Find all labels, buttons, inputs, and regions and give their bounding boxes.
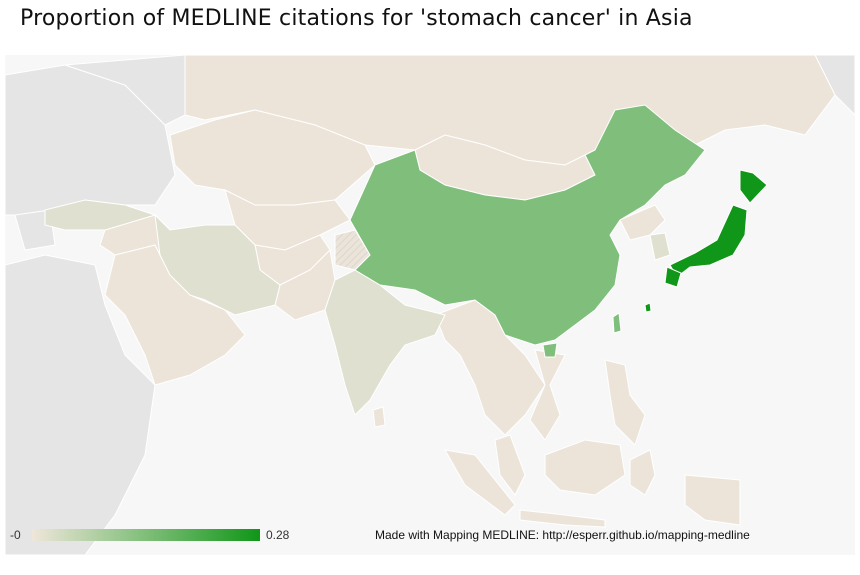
- region-japan-okinawa[interactable]: [644, 302, 652, 313]
- region-sri-lanka[interactable]: [372, 406, 386, 428]
- map-area[interactable]: [5, 55, 855, 555]
- region-turkey[interactable]: [44, 199, 157, 231]
- region-sumatra[interactable]: [444, 449, 516, 516]
- region-sulawesi[interactable]: [629, 449, 656, 496]
- region-borneo[interactable]: [544, 439, 626, 496]
- choropleth-map[interactable]: [5, 55, 855, 555]
- map-title: Proportion of MEDLINE citations for 'sto…: [20, 6, 693, 31]
- region-south-korea[interactable]: [649, 232, 671, 261]
- region-java[interactable]: [519, 509, 606, 528]
- no-data-regions: [5, 55, 855, 555]
- region-malaysia[interactable]: [494, 434, 526, 496]
- region-japan-hokkaido[interactable]: [739, 169, 768, 204]
- region-russia-west[interactable]: [64, 55, 186, 126]
- legend-min-label: -0: [10, 528, 21, 542]
- region-new-guinea[interactable]: [684, 474, 741, 526]
- region-taiwan[interactable]: [612, 312, 622, 334]
- region-japan-kyushu[interactable]: [664, 266, 682, 288]
- legend-color-ramp: [32, 529, 260, 541]
- region-china[interactable]: [349, 104, 706, 346]
- region-japan-honshu[interactable]: [669, 204, 748, 278]
- region-philippines[interactable]: [604, 359, 646, 446]
- region-hainan[interactable]: [542, 342, 558, 358]
- region-iran[interactable]: [154, 213, 281, 316]
- region-vietnam[interactable]: [529, 349, 566, 441]
- region-north-korea[interactable]: [619, 204, 666, 241]
- credit-text: Made with Mapping MEDLINE: http://esperr…: [375, 528, 750, 542]
- legend-max-label: 0.28: [266, 528, 290, 542]
